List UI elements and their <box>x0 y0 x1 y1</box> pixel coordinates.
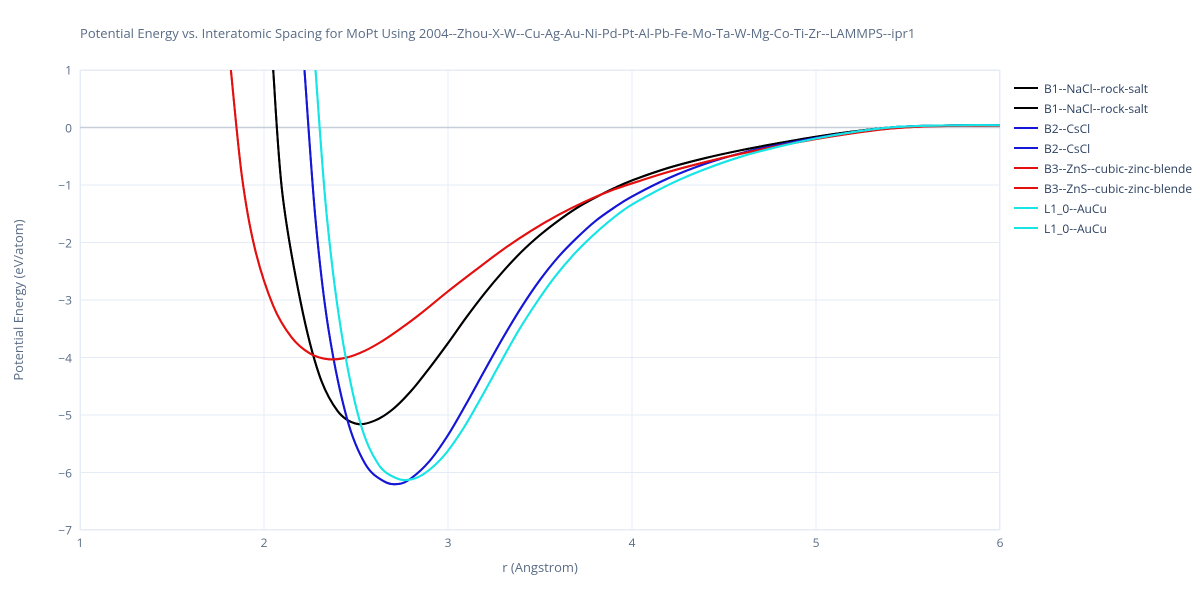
legend-swatch <box>1014 87 1038 89</box>
legend-swatch <box>1014 127 1038 129</box>
x-tick-label: 3 <box>445 534 452 551</box>
y-tick-label: −3 <box>58 292 72 309</box>
legend-swatch <box>1014 207 1038 209</box>
plot-area[interactable] <box>80 70 1000 530</box>
x-tick-label: 2 <box>261 534 268 551</box>
legend-label: B2--CsCl <box>1044 140 1090 157</box>
x-tick-label: 6 <box>997 534 1004 551</box>
legend-swatch <box>1014 147 1038 149</box>
y-tick-label: −5 <box>58 407 72 424</box>
y-tick-label: −4 <box>58 349 72 366</box>
legend-label: L1_0--AuCu <box>1044 200 1107 217</box>
series-curve[interactable] <box>231 70 1000 359</box>
y-tick-label: 1 <box>65 62 72 79</box>
legend-item[interactable]: B1--NaCl--rock-salt <box>1014 78 1192 98</box>
y-tick-label: −1 <box>58 177 72 194</box>
y-tick-label: 0 <box>65 119 72 136</box>
y-tick-label: −7 <box>58 522 72 539</box>
legend: B1--NaCl--rock-salt B1--NaCl--rock-salt B2… <box>1014 78 1192 238</box>
legend-swatch <box>1014 107 1038 109</box>
legend-label: L1_0--AuCu <box>1044 220 1107 237</box>
x-tick-label: 1 <box>77 534 84 551</box>
legend-item[interactable]: B3--ZnS--cubic-zinc-blende <box>1014 178 1192 198</box>
legend-label: B3--ZnS--cubic-zinc-blende <box>1044 180 1192 197</box>
plot-svg <box>80 70 1000 530</box>
legend-item[interactable]: L1_0--AuCu <box>1014 198 1192 218</box>
y-tick-label: −6 <box>58 464 72 481</box>
x-tick-label: 4 <box>629 534 636 551</box>
legend-item[interactable]: B1--NaCl--rock-salt <box>1014 98 1192 118</box>
legend-item[interactable]: B3--ZnS--cubic-zinc-blende <box>1014 158 1192 178</box>
legend-swatch <box>1014 227 1038 229</box>
chart-container: Potential Energy vs. Interatomic Spacing… <box>0 0 1200 600</box>
legend-label: B1--NaCl--rock-salt <box>1044 100 1148 117</box>
legend-swatch <box>1014 167 1038 169</box>
series-curve[interactable] <box>304 70 1000 484</box>
series-curve[interactable] <box>273 70 1000 424</box>
legend-label: B3--ZnS--cubic-zinc-blende <box>1044 160 1192 177</box>
series-curve[interactable] <box>273 70 1000 424</box>
legend-label: B2--CsCl <box>1044 120 1090 137</box>
series-curve[interactable] <box>304 70 1000 484</box>
legend-item[interactable]: L1_0--AuCu <box>1014 218 1192 238</box>
series-curve[interactable] <box>316 70 1000 480</box>
y-axis-label: Potential Energy (eV/atom) <box>9 219 27 380</box>
series-curve[interactable] <box>231 70 1000 359</box>
x-tick-label: 5 <box>813 534 820 551</box>
y-tick-label: −2 <box>58 234 72 251</box>
legend-label: B1--NaCl--rock-salt <box>1044 80 1148 97</box>
chart-title: Potential Energy vs. Interatomic Spacing… <box>80 24 915 42</box>
legend-swatch <box>1014 187 1038 189</box>
x-axis-label: r (Angstrom) <box>502 558 578 576</box>
legend-item[interactable]: B2--CsCl <box>1014 138 1192 158</box>
legend-item[interactable]: B2--CsCl <box>1014 118 1192 138</box>
series-curve[interactable] <box>316 70 1000 480</box>
